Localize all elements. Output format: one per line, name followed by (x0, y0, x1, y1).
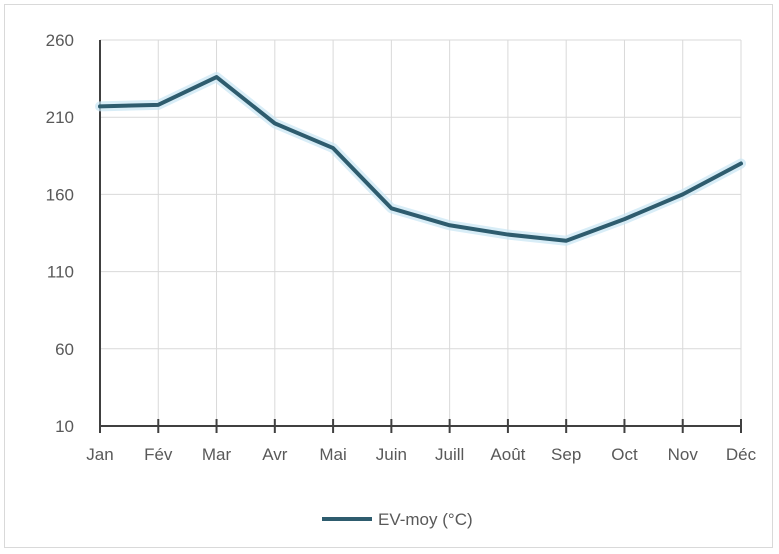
x-tick-label: Avr (262, 445, 288, 464)
series-line (98, 75, 743, 243)
y-tick-label: 60 (55, 340, 74, 359)
x-tick-label: Sep (551, 445, 581, 464)
legend: EV-moy (°C) (322, 510, 473, 529)
x-tick-label: Fév (144, 445, 173, 464)
y-tick-label: 210 (46, 108, 74, 127)
gridlines (100, 39, 742, 426)
x-tick-label: Juin (376, 445, 407, 464)
x-tick-label: Mar (202, 445, 232, 464)
y-tick-label: 160 (46, 185, 74, 204)
y-tick-label: 10 (55, 417, 74, 436)
x-tick-label: Août (490, 445, 525, 464)
legend-label: EV-moy (°C) (378, 510, 473, 529)
x-tick-label: Déc (726, 445, 757, 464)
x-tick-label: Oct (611, 445, 638, 464)
chart-frame (4, 4, 773, 548)
y-tick-label: 110 (47, 263, 74, 282)
x-tick-label: Juill (435, 445, 464, 464)
axes (99, 40, 742, 433)
x-tick-label: Mai (319, 445, 346, 464)
y-tick-labels: 10 60 110 160 210 260 (46, 31, 74, 436)
y-tick-label: 260 (46, 31, 74, 50)
series-group (95, 72, 746, 246)
x-tick-labels: Jan Fév Mar Avr Mai Juin Juill Août Sep Oct Nov Déc (86, 445, 756, 464)
x-tick-label: Jan (86, 445, 113, 464)
x-tick-label: Nov (668, 445, 699, 464)
